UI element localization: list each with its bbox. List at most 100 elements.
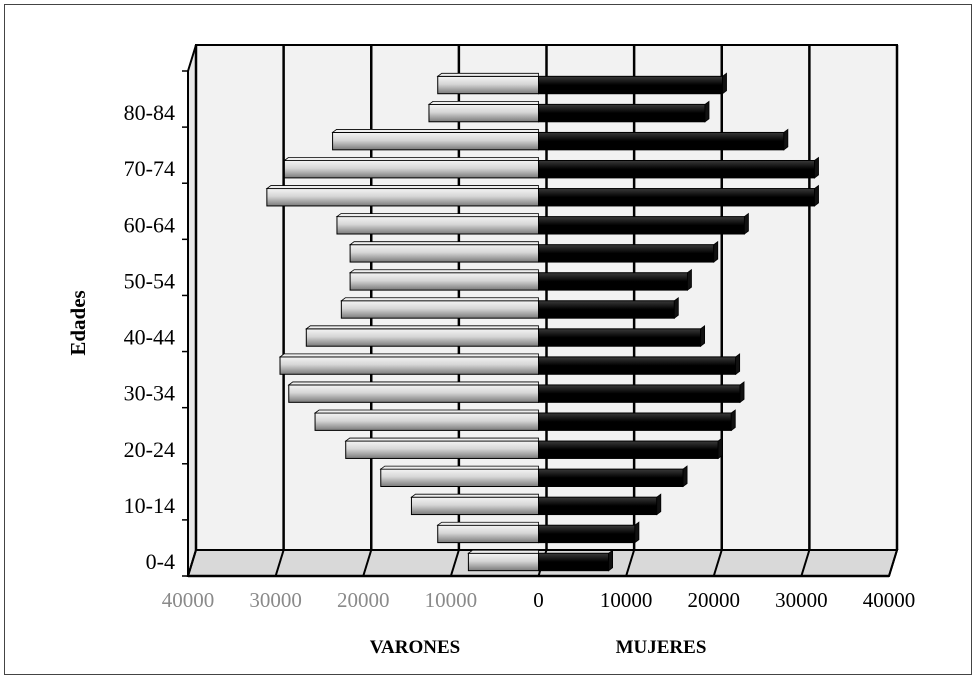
bar-varones-top bbox=[287, 381, 539, 386]
bar-mujeres-end bbox=[735, 353, 741, 376]
bar-mujeres-end bbox=[682, 465, 688, 488]
bar-mujeres bbox=[538, 131, 785, 151]
bar-varones bbox=[340, 300, 539, 319]
label-mujeres: MUJERES bbox=[616, 637, 707, 658]
y-tick-label: 40-44 bbox=[124, 325, 175, 350]
bar-mujeres bbox=[538, 244, 715, 263]
bar-varones bbox=[428, 103, 539, 123]
x-tick-label-right: 40000 bbox=[863, 588, 916, 612]
x-tick-label-zero: 0 bbox=[533, 588, 544, 612]
bar-varones bbox=[336, 216, 539, 235]
bar-mujeres-end bbox=[634, 521, 640, 544]
bar-mujeres-end bbox=[814, 156, 819, 179]
bar-mujeres-end bbox=[700, 325, 706, 348]
bar-varones bbox=[380, 468, 539, 488]
bar-varones-top bbox=[335, 213, 539, 218]
y-axis-title: Edades bbox=[66, 290, 90, 355]
bar-mujeres bbox=[538, 272, 688, 291]
bar-mujeres-end bbox=[717, 437, 723, 460]
bar-mujeres bbox=[538, 328, 702, 347]
bar-varones bbox=[332, 131, 539, 151]
bar-mujeres-end bbox=[713, 240, 719, 263]
bar-varones-top bbox=[265, 185, 539, 189]
bar-mujeres-end bbox=[744, 212, 749, 235]
bar-varones bbox=[467, 552, 539, 572]
bar-varones bbox=[279, 356, 539, 375]
bar-varones bbox=[437, 75, 540, 95]
bar-mujeres bbox=[538, 103, 706, 123]
bar-mujeres bbox=[538, 496, 658, 516]
bar-mujeres-end bbox=[722, 72, 727, 95]
y-tick-label: 0-4 bbox=[146, 549, 175, 574]
bar-mujeres bbox=[538, 188, 816, 207]
label-varones: VARONES bbox=[370, 637, 460, 658]
bar-varones-top bbox=[348, 269, 539, 274]
bar-varones-top bbox=[344, 437, 539, 442]
bar-varones bbox=[349, 244, 540, 263]
floor-gridline bbox=[274, 549, 285, 577]
bar-varones bbox=[349, 272, 540, 291]
bar-varones-top bbox=[379, 465, 539, 470]
x-tick-label-right: 30000 bbox=[775, 588, 828, 612]
y-tick-label: 10-14 bbox=[124, 493, 175, 518]
bar-varones bbox=[437, 524, 540, 544]
bar-varones-top bbox=[348, 241, 539, 246]
floor-gridline bbox=[800, 549, 811, 577]
bar-varones bbox=[314, 412, 539, 431]
bar-mujeres-end bbox=[656, 493, 662, 516]
floor-gridline bbox=[712, 549, 723, 577]
bar-mujeres bbox=[538, 300, 675, 319]
y-tick-label: 80-84 bbox=[124, 100, 175, 125]
bar-mujeres bbox=[538, 384, 741, 403]
bar-mujeres bbox=[538, 216, 745, 235]
floor-gridline bbox=[449, 549, 460, 577]
bar-varones-top bbox=[410, 493, 539, 498]
x-tick-label-left: 40000 bbox=[162, 588, 215, 612]
bar-mujeres-end bbox=[673, 296, 679, 319]
y-tick-label: 20-24 bbox=[124, 437, 175, 462]
bar-varones bbox=[410, 496, 540, 516]
bar-mujeres-end bbox=[687, 268, 692, 291]
floor-gridline bbox=[888, 549, 898, 577]
population-pyramid-chart: 0-4 10-14 20-24 30-34 40-44 50-54 60-64 70-74 80… bbox=[66, 44, 916, 658]
bar-mujeres bbox=[538, 159, 816, 179]
bar-mujeres-end bbox=[783, 128, 789, 151]
bar-varones-top bbox=[340, 297, 539, 302]
x-tick-label-right: 20000 bbox=[688, 588, 741, 612]
bar-mujeres bbox=[538, 356, 737, 375]
bar-varones bbox=[345, 440, 539, 459]
x-tick-label-left: 10000 bbox=[425, 588, 478, 612]
bar-varones bbox=[305, 328, 540, 347]
bar-mujeres-end bbox=[730, 409, 736, 432]
chart-frame: 0-4 10-14 20-24 30-34 40-44 50-54 60-64 70-74 80… bbox=[4, 4, 972, 675]
bar-varones-top bbox=[313, 409, 539, 414]
x-tick-label-left: 20000 bbox=[337, 588, 390, 612]
floor-gridline bbox=[187, 549, 197, 577]
bar-mujeres-end bbox=[814, 184, 819, 207]
bar-varones-top bbox=[467, 549, 539, 554]
bar-varones-top bbox=[305, 325, 539, 330]
bar-mujeres bbox=[538, 468, 684, 488]
bar-mujeres bbox=[538, 552, 610, 572]
bar-varones-top bbox=[436, 521, 539, 526]
y-tick-label: 70-74 bbox=[124, 156, 175, 181]
bar-mujeres-end bbox=[608, 549, 613, 572]
x-tick-label-right: 10000 bbox=[600, 588, 653, 612]
y-tick-label: 60-64 bbox=[124, 212, 175, 237]
bar-varones bbox=[283, 159, 540, 179]
floor-gridline bbox=[362, 549, 373, 577]
bar-mujeres-end bbox=[739, 381, 745, 404]
bar-varones-top bbox=[436, 72, 539, 77]
bar-varones-top bbox=[427, 100, 539, 105]
x-tick-label-left: 30000 bbox=[249, 588, 302, 612]
bar-mujeres bbox=[538, 524, 636, 544]
bar-varones-top bbox=[283, 157, 539, 161]
bar-mujeres bbox=[538, 412, 732, 431]
y-tick-label: 50-54 bbox=[124, 268, 175, 293]
bar-mujeres bbox=[538, 440, 719, 459]
y-tick-label: 30-34 bbox=[124, 381, 175, 406]
bar-varones-top bbox=[278, 353, 539, 358]
floor-gridline bbox=[625, 549, 636, 577]
bar-varones-top bbox=[331, 129, 539, 133]
bar-mujeres-end bbox=[704, 100, 710, 123]
